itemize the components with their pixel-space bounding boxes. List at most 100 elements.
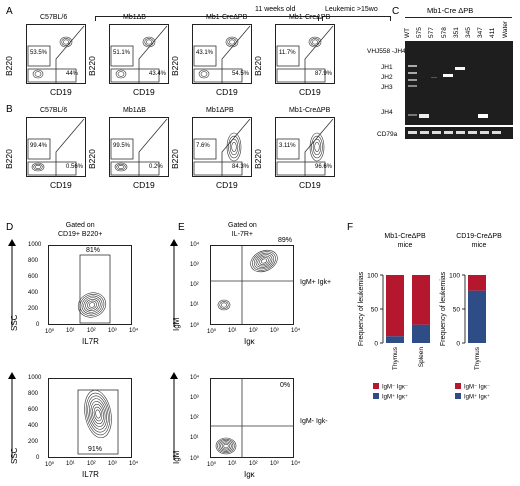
e-x-tick: 10¹ [228,328,237,334]
a-x-axis-label: CD19 [50,87,72,97]
bar-igm-pos [412,324,430,343]
a-gate-top-pct: 53.5% [30,50,48,56]
y-tick-label: 50 [453,307,461,314]
b-gate-bottom-pct: 0.56% [66,164,84,170]
gate-line [138,25,168,84]
d-y-tick: 200 [28,439,39,445]
e-bottom-pop: IgM- Igk- [300,418,328,425]
gel-row2-label: CD79a [377,131,398,138]
a-plot-title: Mb1-CreΔPB [289,14,331,21]
e-top-pop: IgM+ Igk+ [300,279,332,286]
a-plot-title: Mb1ΔB [123,14,146,21]
b-y-axis-label: B220 [170,149,180,169]
b-y-axis-label: B220 [87,149,97,169]
b-plot-title: Mb1ΔPB [206,107,234,114]
a-y-axis-label: B220 [170,56,180,76]
y-tick-label: 100 [449,273,460,280]
gel-lane-label: 411 [489,27,497,38]
y-arrow [8,239,16,327]
d-flow-plot [48,245,132,325]
e-y-tick: 10² [190,415,199,421]
jh4-label: JH4 [381,109,393,116]
b-gate-top-pct: 3.11% [279,143,296,149]
bracket-leukemic [322,16,391,21]
gate-bottom [27,68,77,83]
b-plot-title: Mb1-CreΔPB [289,107,331,114]
d-y-tick: 400 [28,423,39,429]
d-x-tick: 10³ [108,328,117,334]
b-x-axis-label: CD19 [216,180,238,190]
gate [77,389,119,455]
gel-lane-label: WT [404,27,411,38]
a-gate-bottom-pct: 43.4% [149,71,167,77]
gel-lane-label: Water [501,20,509,38]
e-y-tick: 10¹ [190,435,199,441]
a-gate-top-pct: 51.1% [113,50,131,56]
b-flow-plot [109,117,169,177]
a-flow-plot [26,24,86,84]
d-y-tick: 0 [36,455,40,461]
a-y-axis-label: B220 [87,56,97,76]
d-x-tick: 10³ [108,461,117,467]
panel-label-a: A [6,6,13,17]
gate-bottom [110,161,160,176]
legend-label: IgM⁻ Igκ⁻ [464,385,490,391]
a-x-axis-label: CD19 [299,87,321,97]
gel-lane-label: 351 [452,27,460,38]
e-y-tick: 10⁰ [190,323,200,329]
b-x-axis-label: CD19 [50,180,72,190]
b-plot-title: C57BL/6 [40,107,68,114]
gate-bottom [193,68,243,83]
chart-title: CD19-CreΔPB mice [456,233,502,249]
gate-top [27,45,51,67]
b-flow-plot [192,117,252,177]
e-x-tick: 10⁴ [291,328,301,334]
e-x-tick: 10⁴ [291,461,301,467]
gate-top [193,45,217,67]
gel-lane-label: 345 [465,27,472,38]
d-y-tick: 200 [28,306,39,312]
e-bottom-pct: 0% [280,382,291,389]
gel-row1-label: VHJ558 -JH4 [367,48,406,55]
e-flow-plot [210,378,294,458]
gate-line [138,118,168,177]
gate-top [110,45,134,67]
b-y-axis-label: B220 [253,149,263,169]
a-flow-plot [275,24,335,84]
gel-image-top [405,41,513,125]
e-y-tick: 10² [190,282,199,288]
d-y-tick: 600 [28,274,39,280]
category-label: Thymus [392,346,399,370]
d-y-label: SSC [10,314,19,331]
d-x-tick: 10⁴ [129,328,139,334]
y-tick-label: 100 [367,273,378,280]
gel-lane-label: 347 [477,27,485,38]
a-flow-plot [109,24,169,84]
e-y-tick: 10³ [190,395,199,401]
d-y-tick: 1000 [28,242,42,248]
gel-lane-label: 577 [428,27,436,38]
e-x-tick: 10¹ [228,461,237,467]
panel-label-f: F [347,222,354,233]
e-y-tick: 10⁴ [190,375,200,381]
e-x-tick: 10³ [270,461,279,467]
gate-line [55,25,85,84]
d-bottom-pct: 91% [88,446,103,453]
jh2-label: JH2 [381,74,393,81]
d-x-tick: 10⁰ [45,329,55,335]
jh3-label: JH3 [381,84,393,91]
gate-bottom [276,68,326,83]
a-gate-top-pct: 11.7% [279,50,296,56]
y-tick-label: 0 [456,341,460,348]
category-label: Thymus [474,346,481,370]
bar-igm-pos [386,336,404,343]
e-x-tick: 10³ [270,328,279,334]
b-gate-top-pct: 99.5% [113,143,131,149]
d-y-tick: 0 [36,322,40,328]
gel-lane-label: 575 [416,27,424,38]
chart-title: Mb1-CreΔPB mice [384,233,426,249]
a-plot-title: Mb1-CreΔPB [206,14,248,21]
d-x-tick: 10⁴ [129,461,139,467]
y-tick-label: 50 [371,307,379,314]
